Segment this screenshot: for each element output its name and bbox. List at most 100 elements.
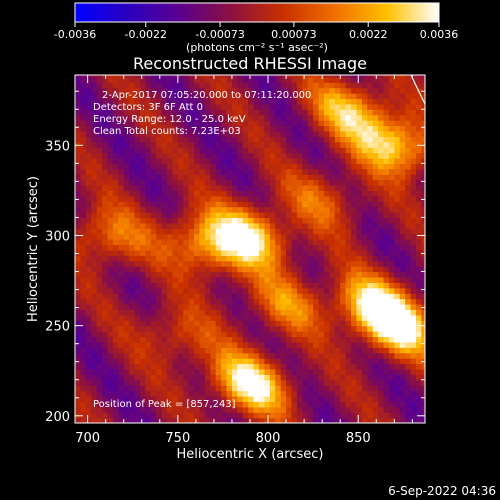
heatmap-cell xyxy=(329,282,336,289)
heatmap-cell xyxy=(172,201,179,208)
heatmap-cell xyxy=(102,255,109,262)
heatmap-cell xyxy=(361,212,368,219)
heatmap-cell xyxy=(145,314,152,321)
heatmap-cell xyxy=(421,309,425,316)
heatmap-cell xyxy=(248,157,255,164)
heatmap-cell xyxy=(388,93,395,100)
heatmap-cell xyxy=(345,206,352,213)
heatmap-cell xyxy=(421,363,425,370)
heatmap-cell xyxy=(318,76,325,83)
heatmap-cell xyxy=(383,103,390,110)
heatmap-cell xyxy=(275,347,282,354)
heatmap-cell xyxy=(172,163,179,170)
heatmap-cell xyxy=(410,287,417,294)
heatmap-cell xyxy=(172,320,179,327)
heatmap-cell xyxy=(85,109,92,116)
heatmap-cell xyxy=(118,352,125,359)
heatmap-cell xyxy=(367,157,374,164)
heatmap-cell xyxy=(210,87,217,94)
heatmap-cell xyxy=(134,347,141,354)
heatmap-cell xyxy=(351,136,358,143)
heatmap-cell xyxy=(102,152,109,159)
heatmap-cell xyxy=(264,406,271,413)
heatmap-cell xyxy=(405,168,412,175)
heatmap-cell xyxy=(340,114,347,121)
heatmap-cell xyxy=(323,331,330,338)
heatmap-cell xyxy=(415,98,422,105)
heatmap-cell xyxy=(329,298,336,305)
heatmap-cell xyxy=(112,239,119,246)
heatmap-cell xyxy=(351,239,358,246)
heatmap-cell xyxy=(129,179,136,186)
heatmap-cell xyxy=(75,109,82,116)
heatmap-cell xyxy=(329,331,336,338)
heatmap-cell xyxy=(183,195,190,202)
heatmap-cell xyxy=(172,293,179,300)
heatmap-cell xyxy=(253,217,260,224)
heatmap-cell xyxy=(269,309,276,316)
heatmap-cell xyxy=(156,412,163,419)
heatmap-cell xyxy=(372,174,379,181)
heatmap-cell xyxy=(345,287,352,294)
heatmap-cell xyxy=(253,222,260,229)
heatmap-cell xyxy=(313,260,320,267)
heatmap-cell xyxy=(361,276,368,283)
heatmap-cell xyxy=(150,293,157,300)
colorbar-tick-label: -0.00073 xyxy=(195,28,244,41)
heatmap-cell xyxy=(172,271,179,278)
heatmap-cell xyxy=(80,352,87,359)
heatmap-cell xyxy=(248,76,255,83)
heatmap-cell xyxy=(383,163,390,170)
heatmap-cell xyxy=(231,190,238,197)
heatmap-cell xyxy=(134,228,141,235)
heatmap-cell xyxy=(286,168,293,175)
heatmap-cell xyxy=(421,87,425,94)
heatmap-cell xyxy=(242,401,249,408)
heatmap-cell xyxy=(231,152,238,159)
heatmap-cell xyxy=(91,174,98,181)
heatmap-cell xyxy=(291,417,298,423)
heatmap-cell xyxy=(351,406,358,413)
heatmap-cell xyxy=(378,260,385,267)
heatmap-cell xyxy=(123,406,130,413)
heatmap-cell xyxy=(405,222,412,229)
heatmap-cell xyxy=(80,325,87,332)
heatmap-cell xyxy=(194,212,201,219)
heatmap-cell xyxy=(421,93,425,100)
heatmap-cell xyxy=(188,358,195,365)
heatmap-cell xyxy=(351,195,358,202)
heatmap-cell xyxy=(123,103,130,110)
heatmap-cell xyxy=(139,325,146,332)
heatmap-cell xyxy=(383,401,390,408)
heatmap-cell xyxy=(167,147,174,154)
heatmap-cell xyxy=(415,282,422,289)
heatmap-cell xyxy=(231,184,238,191)
heatmap-cell xyxy=(91,390,98,397)
heatmap-cell xyxy=(129,260,136,267)
heatmap-cell xyxy=(323,287,330,294)
heatmap-cell xyxy=(264,114,271,121)
heatmap-cell xyxy=(177,271,184,278)
heatmap-cell xyxy=(345,130,352,137)
heatmap-cell xyxy=(253,125,260,132)
heatmap-cell xyxy=(156,282,163,289)
heatmap-cell xyxy=(118,233,125,240)
heatmap-cell xyxy=(329,255,336,262)
heatmap-cell xyxy=(85,76,92,83)
heatmap-cell xyxy=(183,201,190,208)
heatmap-cell xyxy=(194,179,201,186)
heatmap-cell xyxy=(91,141,98,148)
heatmap-cell xyxy=(145,244,152,251)
heatmap-cell xyxy=(248,147,255,154)
heatmap-cell xyxy=(118,363,125,370)
heatmap-cell xyxy=(275,412,282,419)
heatmap-cell xyxy=(367,228,374,235)
heatmap-cell xyxy=(307,282,314,289)
heatmap-cell xyxy=(291,212,298,219)
heatmap-cell xyxy=(323,201,330,208)
heatmap-cell xyxy=(177,190,184,197)
heatmap-cell xyxy=(161,374,168,381)
heatmap-cell xyxy=(161,417,168,423)
heatmap-cell xyxy=(242,347,249,354)
heatmap-cell xyxy=(161,76,168,83)
